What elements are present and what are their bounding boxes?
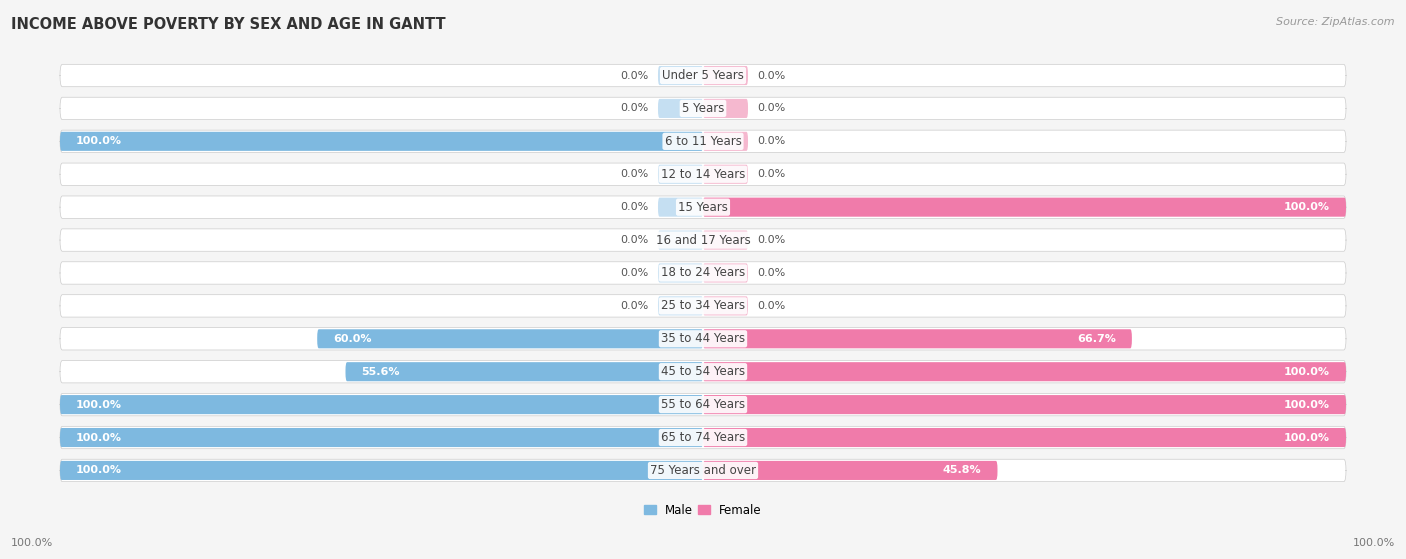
Text: 60.0%: 60.0% [333, 334, 371, 344]
FancyBboxPatch shape [60, 328, 1346, 350]
Text: 0.0%: 0.0% [620, 268, 648, 278]
Text: 66.7%: 66.7% [1077, 334, 1116, 344]
Text: 0.0%: 0.0% [620, 301, 648, 311]
FancyBboxPatch shape [703, 198, 1346, 217]
FancyBboxPatch shape [658, 165, 703, 184]
Text: 0.0%: 0.0% [620, 202, 648, 212]
FancyBboxPatch shape [703, 66, 748, 85]
Text: 0.0%: 0.0% [620, 235, 648, 245]
Text: 65 to 74 Years: 65 to 74 Years [661, 431, 745, 444]
Text: 15 Years: 15 Years [678, 201, 728, 214]
FancyBboxPatch shape [60, 229, 1346, 251]
Text: 6 to 11 Years: 6 to 11 Years [665, 135, 741, 148]
Text: 100.0%: 100.0% [1284, 400, 1330, 410]
FancyBboxPatch shape [703, 165, 748, 184]
FancyBboxPatch shape [703, 230, 748, 250]
Text: 0.0%: 0.0% [758, 136, 786, 146]
FancyBboxPatch shape [703, 296, 748, 315]
FancyBboxPatch shape [60, 395, 703, 414]
Text: 0.0%: 0.0% [758, 235, 786, 245]
Text: INCOME ABOVE POVERTY BY SEX AND AGE IN GANTT: INCOME ABOVE POVERTY BY SEX AND AGE IN G… [11, 17, 446, 32]
Text: Source: ZipAtlas.com: Source: ZipAtlas.com [1277, 17, 1395, 27]
Text: 0.0%: 0.0% [758, 301, 786, 311]
Text: 55.6%: 55.6% [361, 367, 401, 377]
Text: 18 to 24 Years: 18 to 24 Years [661, 267, 745, 280]
FancyBboxPatch shape [658, 230, 703, 250]
Text: 100.0%: 100.0% [1353, 538, 1395, 548]
Text: Under 5 Years: Under 5 Years [662, 69, 744, 82]
Text: 100.0%: 100.0% [1284, 433, 1330, 443]
Text: 45.8%: 45.8% [943, 466, 981, 476]
FancyBboxPatch shape [318, 329, 703, 348]
Text: 5 Years: 5 Years [682, 102, 724, 115]
FancyBboxPatch shape [658, 296, 703, 315]
FancyBboxPatch shape [60, 130, 1346, 153]
FancyBboxPatch shape [658, 263, 703, 282]
Text: 100.0%: 100.0% [1284, 367, 1330, 377]
FancyBboxPatch shape [60, 97, 1346, 120]
FancyBboxPatch shape [60, 196, 1346, 219]
Text: 12 to 14 Years: 12 to 14 Years [661, 168, 745, 181]
FancyBboxPatch shape [703, 99, 748, 118]
Text: 0.0%: 0.0% [758, 103, 786, 113]
Text: 0.0%: 0.0% [620, 70, 648, 80]
Text: 0.0%: 0.0% [758, 70, 786, 80]
FancyBboxPatch shape [346, 362, 703, 381]
FancyBboxPatch shape [703, 132, 748, 151]
FancyBboxPatch shape [60, 459, 1346, 482]
FancyBboxPatch shape [703, 461, 997, 480]
FancyBboxPatch shape [658, 99, 703, 118]
Text: 45 to 54 Years: 45 to 54 Years [661, 365, 745, 378]
FancyBboxPatch shape [60, 461, 703, 480]
Text: 100.0%: 100.0% [76, 136, 122, 146]
FancyBboxPatch shape [703, 362, 1346, 381]
Text: 0.0%: 0.0% [758, 169, 786, 179]
Text: 35 to 44 Years: 35 to 44 Years [661, 332, 745, 345]
FancyBboxPatch shape [703, 329, 1132, 348]
Text: 55 to 64 Years: 55 to 64 Years [661, 398, 745, 411]
Text: 0.0%: 0.0% [758, 268, 786, 278]
Text: 0.0%: 0.0% [620, 169, 648, 179]
Text: 100.0%: 100.0% [76, 466, 122, 476]
FancyBboxPatch shape [60, 428, 703, 447]
FancyBboxPatch shape [60, 262, 1346, 284]
FancyBboxPatch shape [60, 64, 1346, 87]
Text: 100.0%: 100.0% [76, 400, 122, 410]
FancyBboxPatch shape [60, 163, 1346, 186]
Text: 16 and 17 Years: 16 and 17 Years [655, 234, 751, 247]
FancyBboxPatch shape [60, 132, 703, 151]
FancyBboxPatch shape [60, 427, 1346, 449]
Text: 75 Years and over: 75 Years and over [650, 464, 756, 477]
FancyBboxPatch shape [658, 66, 703, 85]
FancyBboxPatch shape [60, 361, 1346, 383]
Text: 25 to 34 Years: 25 to 34 Years [661, 300, 745, 312]
Text: 0.0%: 0.0% [620, 103, 648, 113]
FancyBboxPatch shape [60, 295, 1346, 317]
FancyBboxPatch shape [703, 263, 748, 282]
FancyBboxPatch shape [703, 428, 1346, 447]
FancyBboxPatch shape [60, 394, 1346, 416]
Text: 100.0%: 100.0% [76, 433, 122, 443]
FancyBboxPatch shape [658, 198, 703, 217]
Text: 100.0%: 100.0% [1284, 202, 1330, 212]
FancyBboxPatch shape [703, 395, 1346, 414]
Text: 100.0%: 100.0% [11, 538, 53, 548]
Legend: Male, Female: Male, Female [644, 504, 762, 517]
